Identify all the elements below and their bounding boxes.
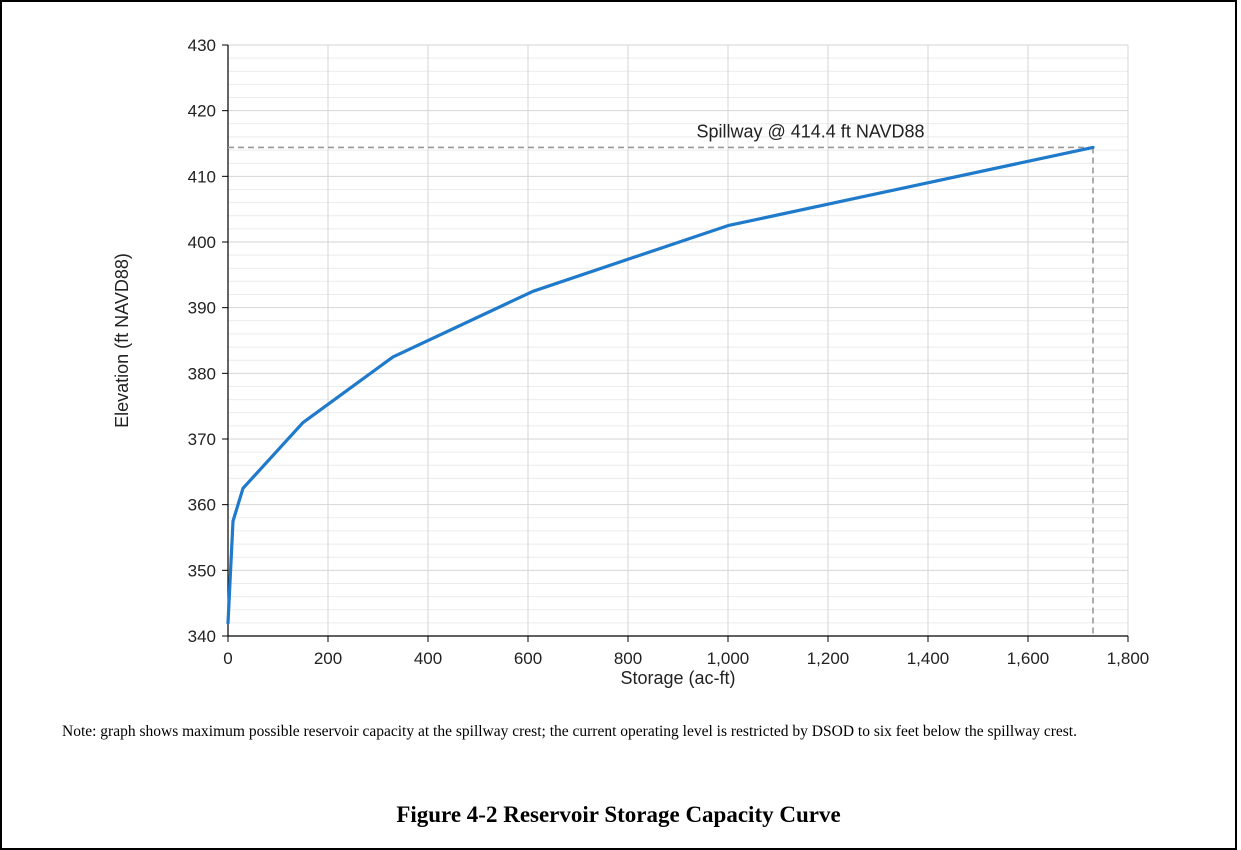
storage-capacity-chart: 0 200 400 600 800 1,000 1,200 1,400 1,600 1,800 3…	[112, 36, 1149, 688]
x-tick-label: 600	[514, 649, 542, 668]
storage-curve-line	[226, 145, 1095, 625]
x-tick-label: 800	[614, 649, 642, 668]
y-tick-labels: 340 350 360 370 380 390 400 410 420 430	[188, 36, 216, 646]
y-tick-label: 430	[188, 36, 216, 55]
x-tick-label: 1,200	[807, 649, 850, 668]
x-tick-label: 1,000	[707, 649, 750, 668]
series-group	[226, 145, 1095, 625]
x-tick-labels: 0 200 400 600 800 1,000 1,200 1,400 1,600 1,800	[223, 649, 1149, 668]
y-axis-label: Elevation (ft NAVD88)	[112, 253, 132, 428]
major-gridlines	[228, 44, 1129, 636]
y-tick-label: 410	[188, 167, 216, 186]
axes	[222, 44, 1129, 642]
x-tick-label: 1,800	[1107, 649, 1150, 668]
x-axis-label: Storage (ac-ft)	[620, 668, 735, 688]
y-tick-label: 420	[188, 102, 216, 121]
y-tick-label: 370	[188, 430, 216, 449]
figure-caption: Figure 4-2 Reservoir Storage Capacity Cu…	[396, 802, 841, 827]
figure-note: Note: graph shows maximum possible reser…	[62, 723, 1077, 740]
x-tick-label: 0	[223, 649, 232, 668]
x-tick-label: 1,600	[1007, 649, 1050, 668]
y-tick-label: 380	[188, 364, 216, 383]
minor-gridlines	[228, 57, 1128, 624]
x-tick-label: 200	[314, 649, 342, 668]
y-tick-label: 390	[188, 299, 216, 318]
y-tick-label: 340	[188, 627, 216, 646]
x-tick-label: 400	[414, 649, 442, 668]
y-tick-label: 360	[188, 496, 216, 515]
y-tick-label: 350	[188, 561, 216, 580]
y-tick-label: 400	[188, 233, 216, 252]
spillway-reference-lines	[228, 146, 1094, 636]
spillway-annotation: Spillway @ 414.4 ft NAVD88	[696, 121, 924, 141]
x-tick-label: 1,400	[907, 649, 950, 668]
